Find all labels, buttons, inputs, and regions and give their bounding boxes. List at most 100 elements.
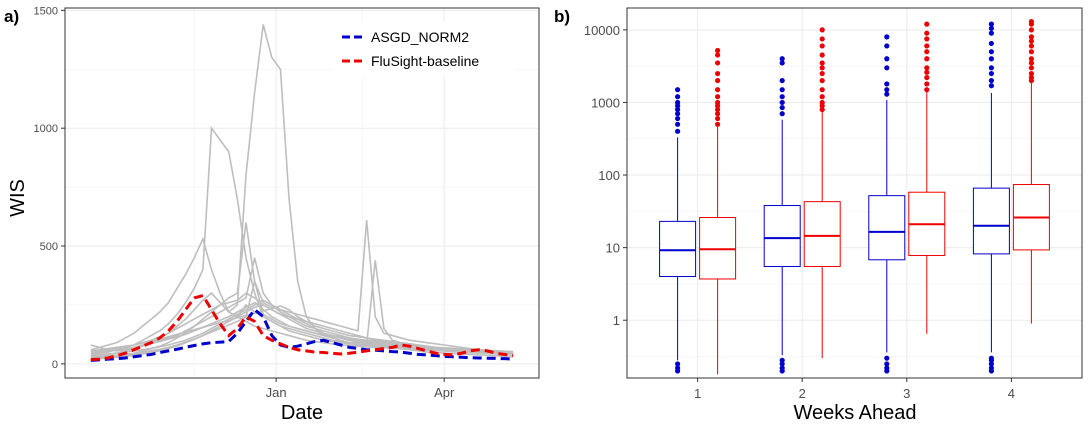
background-model-line	[90, 304, 514, 360]
outlier-point	[924, 36, 930, 42]
box-flusight-baseline-week-4	[1012, 18, 1050, 324]
outlier-point	[924, 43, 930, 49]
box-iqr	[972, 187, 1010, 255]
outlier-point	[884, 361, 890, 367]
box-flusight-baseline-week-2	[803, 27, 841, 359]
y-tick-label: 500	[40, 241, 58, 253]
background-model-line	[90, 305, 514, 356]
x-tick-label: 2	[799, 386, 806, 401]
outlier-point	[715, 111, 721, 117]
outlier-point	[819, 36, 825, 42]
outlier-point	[819, 77, 825, 84]
outlier-point	[884, 65, 890, 71]
background-model-line	[90, 220, 514, 359]
background-model-line	[90, 299, 514, 357]
outlier-point	[1028, 56, 1034, 62]
outlier-point	[779, 94, 785, 100]
outlier-point	[988, 365, 994, 371]
x-tick-label: 4	[1008, 386, 1015, 401]
outlier-point	[988, 70, 994, 77]
outlier-point	[779, 361, 785, 367]
outlier-point	[1028, 65, 1034, 71]
outlier-point	[988, 21, 994, 27]
box-iqr	[699, 217, 737, 280]
outlier-point	[715, 77, 721, 84]
outlier-point	[779, 365, 785, 371]
panel-a: a) 0 500 1000 1500 Jan Apr Date WIS ASGD_NOR…	[4, 5, 540, 424]
outlier-point	[675, 121, 681, 127]
outlier-point	[1028, 70, 1034, 77]
outlier-point	[819, 94, 825, 100]
outlier-point	[1028, 27, 1034, 33]
x-tick-label: 3	[903, 386, 910, 401]
box-asgd-norm2-week-4	[972, 21, 1010, 374]
panel-b-x-axis: 1 2 3 4	[694, 378, 1015, 401]
outlier-point	[1028, 49, 1034, 55]
panel-a-y-title: WIS	[7, 179, 29, 217]
outlier-point	[1028, 74, 1034, 81]
outlier-point	[779, 104, 785, 111]
outlier-point	[779, 99, 785, 106]
outlier-point	[715, 87, 721, 93]
outlier-point	[779, 60, 785, 66]
outlier-point	[819, 27, 825, 33]
outlier-point	[988, 361, 994, 367]
outlier-point	[675, 365, 681, 371]
outlier-point	[675, 94, 681, 100]
outlier-point	[884, 365, 890, 371]
outlier-point	[988, 30, 994, 36]
outlier-point	[924, 30, 930, 36]
outlier-point	[675, 106, 681, 113]
outlier-point	[819, 70, 825, 77]
outlier-point	[1028, 60, 1034, 66]
outlier-point	[988, 49, 994, 55]
box-asgd-norm2-week-3	[868, 34, 906, 374]
outlier-point	[715, 60, 721, 66]
background-model-line	[90, 257, 514, 356]
outlier-point	[715, 99, 721, 106]
outlier-point	[1028, 38, 1034, 44]
panel-b-x-title: Weeks Ahead	[793, 402, 916, 424]
outlier-point	[884, 43, 890, 49]
outlier-point	[779, 357, 785, 363]
panel-a-x-title: Date	[281, 402, 323, 424]
outlier-point	[675, 87, 681, 93]
panel-b-boxes	[659, 18, 1050, 375]
y-tick-label: 1000	[591, 95, 620, 110]
outlier-point	[988, 77, 994, 84]
box-iqr	[659, 220, 697, 278]
panel-a-legend: ASGD_NORM2 FluSight-baseline	[333, 22, 515, 76]
outlier-point	[819, 87, 825, 93]
outlier-point	[924, 65, 930, 71]
panel-b-y-axis: 1 10 100 1000 10000	[584, 23, 627, 328]
outlier-point	[675, 99, 681, 106]
outlier-point	[675, 128, 681, 134]
outlier-point	[988, 65, 994, 71]
outlier-point	[779, 111, 785, 117]
outlier-point	[715, 70, 721, 77]
outlier-point	[1028, 18, 1034, 25]
panel-b: b) 1 10 100 1000 10000 1 2 3 4 Weeks Ahead	[554, 7, 1083, 424]
outlier-point	[1028, 34, 1034, 40]
y-tick-label: 1	[613, 313, 620, 328]
x-tick-label: Jan	[266, 385, 287, 400]
box-iqr	[868, 195, 906, 261]
outlier-point	[884, 355, 890, 361]
outlier-point	[715, 121, 721, 127]
outlier-point	[1028, 43, 1034, 49]
x-tick-label: 1	[694, 386, 701, 401]
outlier-point	[779, 56, 785, 62]
legend-label-flusight: FluSight-baseline	[371, 53, 479, 69]
outlier-point	[819, 99, 825, 106]
box-iqr	[803, 201, 841, 267]
panel-b-tag: b)	[554, 7, 570, 26]
outlier-point	[779, 87, 785, 93]
outlier-point	[884, 87, 890, 93]
box-iqr	[763, 205, 801, 267]
box-asgd-norm2-week-2	[763, 56, 801, 374]
outlier-point	[884, 34, 890, 40]
panel-a-y-axis: 0 500 1000 1500	[34, 5, 65, 371]
outlier-point	[924, 74, 930, 81]
outlier-point	[988, 355, 994, 361]
box-flusight-baseline-week-3	[908, 21, 946, 334]
